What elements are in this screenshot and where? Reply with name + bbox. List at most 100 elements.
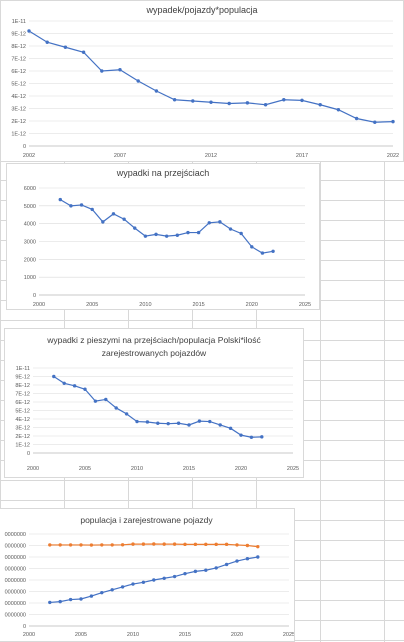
data-point[interactable]: [193, 542, 198, 547]
data-point[interactable]: [62, 381, 66, 385]
data-point[interactable]: [260, 251, 265, 255]
data-point[interactable]: [79, 597, 83, 601]
data-point[interactable]: [245, 101, 250, 105]
data-point[interactable]: [120, 543, 125, 547]
data-point[interactable]: [196, 230, 201, 235]
data-point[interactable]: [191, 99, 195, 103]
data-point[interactable]: [260, 435, 264, 439]
data-point[interactable]: [152, 578, 156, 582]
data-point[interactable]: [58, 197, 62, 202]
data-point[interactable]: [224, 562, 229, 567]
data-point[interactable]: [263, 103, 268, 107]
chart-panel-3[interactable]: wypadki z pieszymi na przejściach/popula…: [4, 328, 304, 478]
data-point[interactable]: [271, 249, 275, 254]
data-point[interactable]: [118, 68, 122, 72]
data-point[interactable]: [104, 397, 108, 402]
data-point[interactable]: [124, 412, 129, 416]
data-point[interactable]: [133, 226, 137, 230]
data-point[interactable]: [166, 421, 170, 426]
data-point[interactable]: [256, 544, 260, 549]
data-point[interactable]: [27, 29, 31, 33]
data-point[interactable]: [187, 423, 191, 427]
data-point[interactable]: [52, 374, 56, 379]
data-point[interactable]: [63, 45, 68, 49]
data-point[interactable]: [172, 98, 177, 102]
data-point[interactable]: [141, 542, 146, 546]
data-point[interactable]: [122, 217, 126, 221]
data-point[interactable]: [175, 233, 180, 237]
data-point[interactable]: [72, 384, 77, 388]
data-point[interactable]: [120, 585, 125, 589]
data-point[interactable]: [336, 108, 341, 112]
data-point[interactable]: [110, 588, 114, 592]
data-point[interactable]: [245, 557, 250, 561]
data-point[interactable]: [228, 227, 233, 231]
data-point[interactable]: [176, 421, 181, 425]
data-point[interactable]: [90, 207, 94, 212]
data-point[interactable]: [239, 433, 243, 437]
data-point[interactable]: [68, 597, 73, 602]
data-point[interactable]: [209, 100, 213, 104]
data-point[interactable]: [48, 600, 52, 605]
data-point[interactable]: [79, 203, 84, 207]
data-point[interactable]: [81, 50, 86, 54]
data-point[interactable]: [172, 542, 177, 546]
data-point[interactable]: [143, 234, 148, 238]
data-point[interactable]: [207, 221, 211, 225]
data-point[interactable]: [111, 212, 116, 216]
chart-panel-4[interactable]: populacja i zarejestrowane pojazdy 0 00000…: [0, 508, 295, 642]
data-point[interactable]: [93, 399, 98, 403]
data-point[interactable]: [136, 79, 140, 83]
data-point[interactable]: [101, 220, 105, 224]
data-point[interactable]: [228, 426, 233, 431]
data-point[interactable]: [250, 245, 254, 249]
data-point[interactable]: [154, 232, 158, 237]
data-point[interactable]: [89, 594, 94, 598]
data-point[interactable]: [282, 98, 286, 102]
data-point[interactable]: [235, 559, 239, 563]
data-point[interactable]: [256, 555, 260, 559]
data-point[interactable]: [156, 421, 160, 425]
data-point[interactable]: [145, 420, 150, 424]
data-point[interactable]: [58, 599, 62, 604]
data-point[interactable]: [300, 98, 304, 103]
data-point[interactable]: [183, 571, 187, 576]
data-point[interactable]: [391, 119, 395, 124]
data-point[interactable]: [89, 543, 94, 547]
data-point[interactable]: [58, 543, 62, 547]
data-point[interactable]: [48, 543, 52, 547]
data-point[interactable]: [318, 103, 322, 107]
data-point[interactable]: [110, 543, 114, 547]
data-point[interactable]: [141, 580, 146, 584]
data-point[interactable]: [249, 435, 254, 439]
data-point[interactable]: [227, 101, 231, 106]
data-point[interactable]: [45, 40, 49, 44]
data-point[interactable]: [204, 568, 208, 572]
data-point[interactable]: [354, 116, 359, 121]
chart-panel-2[interactable]: wypadki na przejściach 0 1000 2000 3000 4000 5…: [6, 163, 320, 310]
data-point[interactable]: [197, 419, 202, 423]
data-point[interactable]: [69, 204, 73, 208]
data-point[interactable]: [208, 419, 212, 424]
data-point[interactable]: [164, 234, 169, 238]
data-point[interactable]: [245, 543, 250, 548]
data-point[interactable]: [204, 542, 208, 547]
data-point[interactable]: [162, 542, 166, 546]
data-point[interactable]: [224, 542, 229, 547]
data-point[interactable]: [162, 576, 166, 580]
data-point[interactable]: [172, 574, 177, 579]
data-point[interactable]: [131, 542, 135, 546]
data-point[interactable]: [100, 590, 104, 595]
data-point[interactable]: [183, 542, 187, 547]
data-point[interactable]: [214, 542, 218, 547]
data-point[interactable]: [218, 423, 222, 427]
data-point[interactable]: [186, 230, 190, 235]
data-point[interactable]: [114, 406, 118, 410]
data-point[interactable]: [235, 543, 239, 547]
data-point[interactable]: [135, 419, 139, 424]
data-point[interactable]: [68, 543, 73, 547]
data-point[interactable]: [193, 569, 198, 574]
data-point[interactable]: [131, 582, 135, 586]
data-point[interactable]: [373, 120, 377, 124]
data-point[interactable]: [100, 543, 104, 547]
